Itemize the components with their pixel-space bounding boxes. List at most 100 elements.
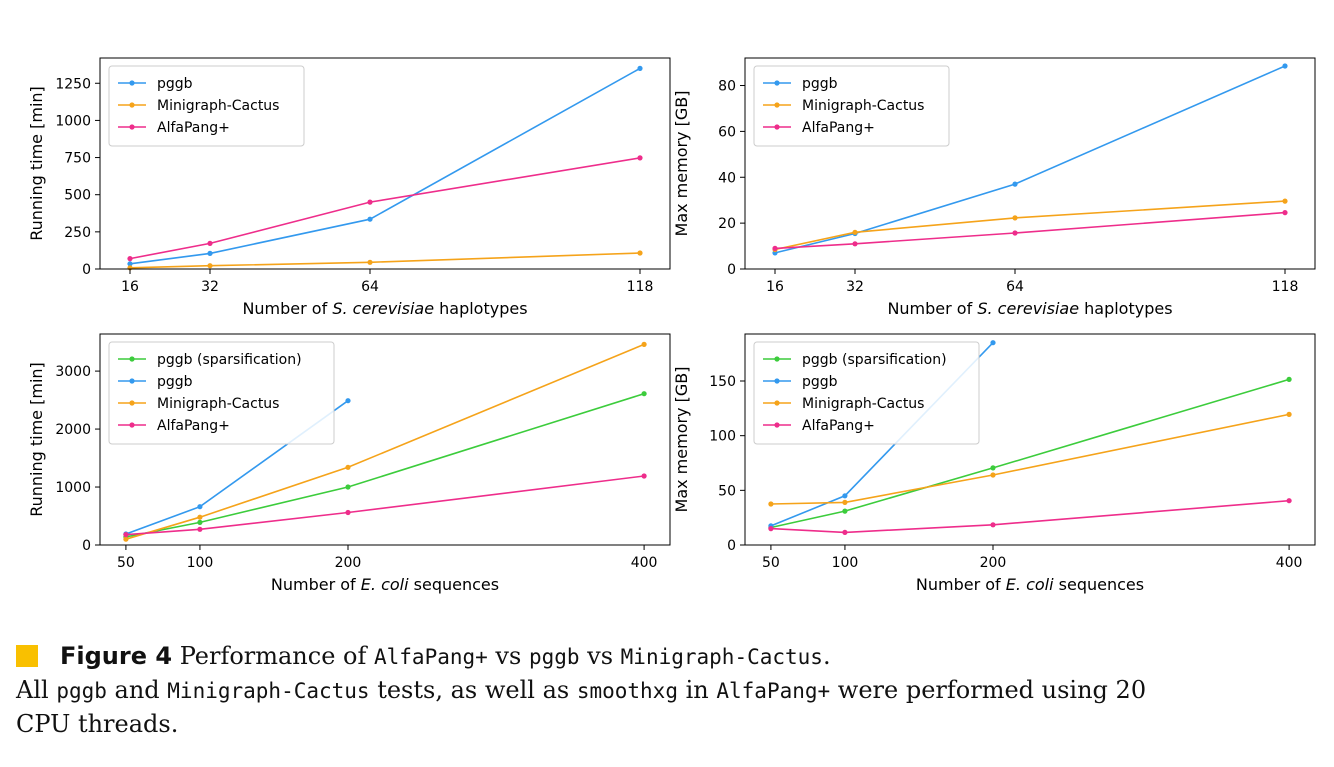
legend-label: pggb [157,374,193,390]
series-line [125,343,645,540]
legend-marker [129,378,135,384]
legend-label: AlfaPang+ [802,120,875,136]
legend-marker [129,400,135,406]
caption-text: vs [579,642,621,670]
caption-body-line: All pggb and Minigraph-Cactus tests, as … [16,674,1326,708]
caption-body-line: CPU threads. [16,708,1326,741]
y-tick-label: 1250 [55,76,91,92]
legend-label: pggb (sparsification) [157,352,302,368]
data-point [852,229,858,235]
legend-box [753,65,950,147]
x-tick-label: 100 [832,555,859,571]
caption-text: were performed using 20 [830,676,1147,704]
x-tick-label: 32 [201,279,219,295]
legend-marker [129,124,135,130]
data-point [123,536,129,542]
data-point [197,526,203,532]
x-tick-label: 16 [121,279,139,295]
legend-marker [129,422,135,428]
legend-label: AlfaPang+ [157,120,230,136]
data-point [345,484,351,490]
series-line [125,392,645,538]
series-line [129,157,641,260]
x-tick-label: 118 [627,279,654,295]
y-tick-label: 3000 [55,364,91,380]
y-axis-label: Running time [min] [27,86,46,241]
caption-code: Minigraph-Cactus [620,645,823,669]
series-line [774,65,1286,254]
data-point [990,340,996,346]
legend: pggb (sparsification) pggb Minigraph-Cactu… [108,341,335,445]
legend-label: AlfaPang+ [802,418,875,434]
y-tick-label: 60 [718,124,736,140]
legend-marker [774,124,780,130]
y-tick-label: 2000 [55,422,91,438]
x-axis-label: Number of S. cerevisiae haplotypes [242,299,527,318]
legend-marker [129,80,135,86]
x-tick-label: 118 [1272,279,1299,295]
data-point [1012,181,1018,187]
series-line [774,200,1286,251]
x-tick-label: 200 [980,555,1007,571]
data-point [345,509,351,516]
data-point [768,526,774,532]
plot-frame [744,57,1316,270]
data-point [345,398,351,404]
y-tick-label: 0 [82,262,91,278]
data-point [990,472,996,478]
series-line [770,499,1290,534]
data-point [1286,498,1292,504]
caption-text: CPU threads. [16,710,179,738]
series-line [125,475,645,536]
data-point [990,465,996,471]
legend-label: Minigraph-Cactus [802,98,924,114]
figure-caption: Figure 4 Performance of AlfaPang+ vs pgg… [16,640,1326,741]
legend-label: pggb [802,76,838,92]
data-point [1012,230,1018,236]
figure-label: Figure 4 [60,642,173,670]
y-tick-label: 20 [718,216,736,232]
data-point [842,499,848,505]
y-tick-label: 50 [718,483,736,499]
data-point [345,464,351,470]
legend-label: Minigraph-Cactus [157,98,279,114]
y-tick-label: 250 [64,225,91,241]
data-point [197,504,203,510]
x-axis-label: Number of E. coli sequences [271,575,499,594]
caption-title-line: Figure 4 Performance of AlfaPang+ vs pgg… [16,640,1326,674]
legend-label: AlfaPang+ [157,418,230,434]
y-tick-label: 100 [709,429,736,445]
legend-box [108,341,335,445]
legend-marker [129,356,135,362]
data-point [1012,215,1018,221]
data-point [842,529,848,536]
y-axis-label: Max memory [GB] [672,367,691,513]
x-tick-label: 50 [762,555,780,571]
y-tick-label: 1000 [55,480,91,496]
data-point [637,65,643,71]
caption-text: tests, as well as [369,676,577,704]
caption-code: smoothxg [576,679,678,703]
chart-panel-1: 16 32 64 118 0 250 500 750 1000 1250 Number of S. … [27,57,671,318]
y-tick-label: 0 [727,538,736,554]
y-axis-label: Running time [min] [27,362,46,517]
legend-marker [774,102,780,108]
legend-marker [774,80,780,86]
series-line [770,413,1290,505]
legend-marker [774,400,780,406]
data-point [641,391,647,397]
data-point [1282,63,1288,69]
legend: pggb Minigraph-Cactus AlfaPang+ [108,65,305,147]
chart-panel-4: 50 100 200 400 0 50 100 150 Number of E. coli se… [672,333,1316,594]
x-tick-label: 400 [631,555,658,571]
x-tick-label: 200 [335,555,362,571]
y-tick-label: 1000 [55,113,91,129]
data-point [637,155,643,161]
x-tick-label: 400 [1276,555,1303,571]
legend-marker [129,102,135,108]
caption-code: pggb [528,645,580,669]
caption-text: in [677,676,717,704]
legend-label: Minigraph-Cactus [157,396,279,412]
caption-marker [16,645,38,667]
